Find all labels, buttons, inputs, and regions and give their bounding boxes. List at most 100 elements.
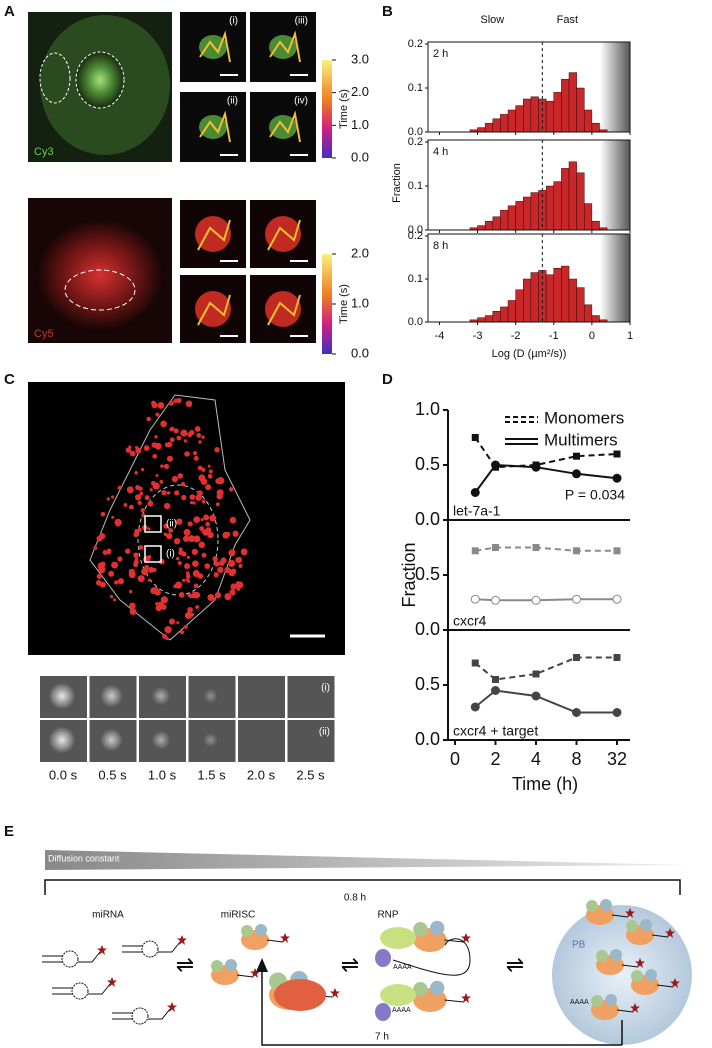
marker [572,594,581,604]
spot [128,568,135,575]
panel-label: D [382,371,393,388]
spot [207,473,213,479]
spot [159,479,164,484]
spot [193,583,199,589]
time-label: 1.0 s [148,767,177,782]
marker [492,544,499,551]
spot [176,397,182,404]
protein [380,927,416,949]
spot [181,578,186,583]
spot [228,549,236,557]
spot [117,556,123,562]
layout: A B C D E Cy3 Cy5 (ii) (i) Diffusion con… [4,3,692,1046]
spot [170,426,175,431]
marker [532,544,540,551]
bar [515,289,524,323]
bar [500,114,509,133]
spot [190,612,195,617]
spot [212,556,218,562]
protein [430,980,445,996]
state-label: miRNA [92,910,124,921]
protein [274,979,326,1011]
protein [375,949,391,967]
spot [117,485,123,491]
star [630,1003,640,1013]
spot [111,561,119,569]
marker [531,462,541,472]
trajectory [269,110,301,143]
spot [152,453,158,459]
spot [176,518,183,525]
time-label: 1.5 s [197,767,226,782]
marker [613,654,621,661]
spot [166,441,173,448]
spot [184,451,190,457]
spot [178,547,183,552]
spot [182,535,190,542]
rna [444,939,464,943]
outline [137,484,219,596]
spot [100,511,106,517]
spot [93,546,98,551]
star [330,988,340,998]
spot [203,514,210,521]
bar [568,72,577,133]
marker [573,654,580,661]
spot [163,502,171,510]
marker [613,450,621,458]
spot [155,602,159,606]
inset-label: (iii) [295,16,308,27]
spot [229,589,233,593]
equilibrium: ⇌ [506,952,524,977]
star [250,968,260,978]
trajectory [267,219,301,251]
spot [174,490,180,496]
frame [238,720,285,762]
protein [380,984,416,1006]
spot [95,580,102,586]
spot [152,482,160,490]
frame-spot [100,685,123,707]
spot [189,494,196,500]
star [625,908,635,918]
axes-frame [427,41,631,133]
spot [106,549,112,555]
marker [531,691,541,701]
spot [147,500,154,507]
spot [198,440,202,444]
protein [605,994,617,1006]
spot [96,535,103,542]
spot [194,426,201,432]
axes-frame [427,233,631,323]
series-line [474,656,617,681]
roi [144,545,162,563]
bar [477,225,486,231]
bar [500,306,509,323]
y-tick-label: 0.0 [415,729,440,749]
row-label: (i) [321,683,330,694]
marker [471,659,479,667]
y-tick-label: 0.2 [408,136,423,148]
spot [184,563,191,570]
spot [151,442,158,448]
marker [470,594,480,604]
poly-a: AAAA [570,999,589,1006]
spot [183,439,188,443]
spot [144,495,150,501]
x-axis-label: Time (h) [512,774,578,794]
spot [155,412,160,417]
spot [204,563,211,569]
micrograph [28,382,345,655]
spot [149,488,153,492]
spot [227,559,236,568]
protein [430,920,445,936]
spot [106,497,111,501]
spot [189,501,194,505]
marker [612,594,622,604]
spot [185,571,190,576]
bar [515,105,524,133]
spot [168,618,175,625]
pb-label: PB [572,940,586,951]
p-body [552,905,692,1045]
fast-shading [600,42,630,132]
